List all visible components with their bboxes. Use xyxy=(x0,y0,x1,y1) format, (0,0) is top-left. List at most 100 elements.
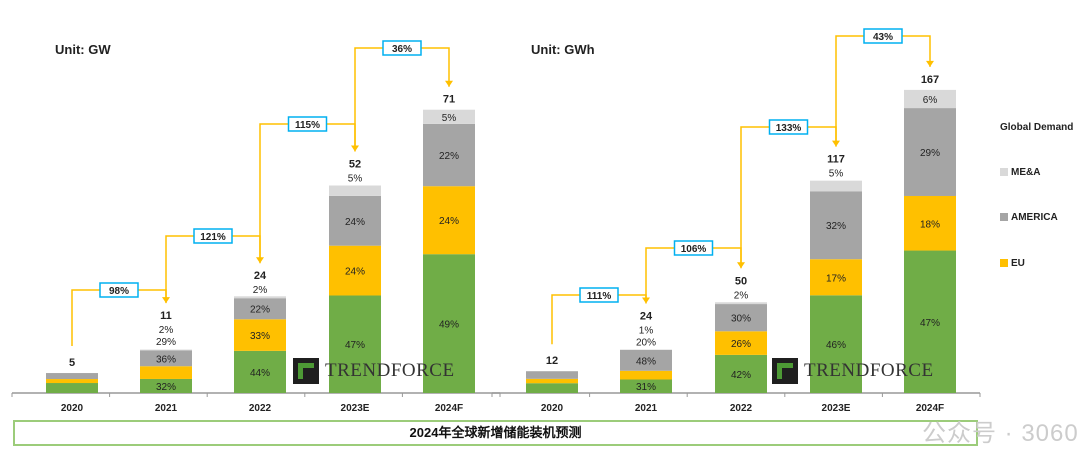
bar-segment xyxy=(140,366,192,379)
total-label: 71 xyxy=(443,94,455,106)
arrow-head-icon xyxy=(162,297,170,304)
segment-label: 22% xyxy=(250,305,270,316)
category-label: 2024F xyxy=(435,403,463,414)
segment-label: 5% xyxy=(348,174,363,185)
bar-segment xyxy=(423,109,475,124)
growth-badge xyxy=(579,287,619,303)
growth-badge xyxy=(673,240,714,256)
segment-label: 47% xyxy=(920,318,940,329)
bar-segment xyxy=(526,378,578,384)
bar-segment xyxy=(904,250,956,393)
bar-segment xyxy=(526,383,578,393)
total-label: 24 xyxy=(640,310,653,322)
bar-segment xyxy=(46,379,98,384)
bar-segment xyxy=(329,185,381,196)
category-label: 2024F xyxy=(916,403,944,414)
total-label: 24 xyxy=(254,270,267,282)
segment-label: 22% xyxy=(439,151,459,162)
growth-badge xyxy=(287,116,328,132)
total-label: 167 xyxy=(921,74,939,86)
growth-badge xyxy=(382,40,422,56)
segment-label: 29% xyxy=(156,337,176,348)
trendforce-logo-right: TRENDFORCE xyxy=(772,358,934,384)
bar-segment xyxy=(715,331,767,355)
logo-text: TRENDFORCE xyxy=(325,360,455,381)
legend-item-america: AMERICA xyxy=(1000,212,1058,223)
bar-segment xyxy=(329,295,381,393)
bar-segment xyxy=(423,254,475,393)
legend-swatch xyxy=(1000,168,1008,176)
bar-segment xyxy=(620,349,672,371)
watermark: 公众号 · 3060 xyxy=(922,420,1079,447)
segment-label: 31% xyxy=(636,382,656,393)
total-label: 117 xyxy=(827,154,845,166)
bar-segment xyxy=(904,108,956,196)
growth-badge xyxy=(863,28,903,44)
growth-label: 115% xyxy=(295,120,320,131)
total-label: 5 xyxy=(69,357,75,369)
segment-label: 24% xyxy=(345,217,365,228)
bar-segment xyxy=(423,123,475,187)
legend-label: EU xyxy=(1011,258,1025,269)
legend-item-mea: ME&A xyxy=(1000,167,1040,178)
category-label: 2022 xyxy=(249,403,272,414)
legend-label: AMERICA xyxy=(1011,212,1058,223)
arrow-head-icon xyxy=(832,140,840,147)
total-label: 50 xyxy=(735,275,747,287)
growth-label: 121% xyxy=(200,232,226,243)
growth-label: 111% xyxy=(587,291,612,302)
growth-arrow xyxy=(165,235,261,300)
bar-segment xyxy=(140,349,192,351)
legend-item-eu: EU xyxy=(1000,258,1025,269)
segment-label: 2% xyxy=(734,290,749,301)
segment-label: 5% xyxy=(442,113,457,124)
total-label: 11 xyxy=(160,310,172,322)
arrow-head-icon xyxy=(351,145,359,152)
bar-segment xyxy=(46,373,98,380)
bar-segment xyxy=(810,180,862,192)
segment-label: 6% xyxy=(923,95,938,106)
bar-segment xyxy=(423,186,475,255)
segment-label: 26% xyxy=(731,339,751,350)
arrow-head-icon xyxy=(256,257,264,264)
legend-swatch xyxy=(1000,259,1008,267)
logo-text: TRENDFORCE xyxy=(804,360,934,381)
growth-label: 133% xyxy=(776,123,802,134)
growth-badge xyxy=(768,119,809,135)
bar-segment xyxy=(715,354,767,393)
segment-label: 29% xyxy=(920,148,940,159)
bar-segment xyxy=(904,195,956,251)
bar-segment xyxy=(715,304,767,332)
trendforce-mark-icon xyxy=(772,358,798,384)
bar-segment xyxy=(620,379,672,393)
bar-segment xyxy=(526,371,578,379)
bar-segment xyxy=(810,295,862,393)
segment-label: 32% xyxy=(826,221,846,232)
growth-label: 36% xyxy=(392,44,412,55)
category-label: 2020 xyxy=(61,403,84,414)
bar-segment xyxy=(234,296,286,299)
bar-segment xyxy=(715,302,767,305)
bar-segment xyxy=(810,191,862,260)
arrow-head-icon xyxy=(642,297,650,304)
growth-arrow xyxy=(71,289,167,347)
growth-badge xyxy=(99,282,139,298)
growth-label: 106% xyxy=(681,244,707,255)
bar-segment xyxy=(904,89,956,109)
segment-label: 36% xyxy=(156,354,176,365)
category-label: 2023E xyxy=(341,403,370,414)
bar-segment xyxy=(329,195,381,246)
segment-label: 2% xyxy=(159,325,174,336)
segment-label: 33% xyxy=(250,331,270,342)
segment-label: 48% xyxy=(636,356,656,367)
category-label: 2021 xyxy=(635,403,658,414)
total-label: 12 xyxy=(546,355,558,367)
growth-label: 98% xyxy=(109,286,129,297)
category-label: 2023E xyxy=(822,403,851,414)
legend-title: Global Demand xyxy=(1000,122,1074,133)
bar-segment xyxy=(234,298,286,320)
bar-segment xyxy=(329,245,381,296)
category-label: 2021 xyxy=(155,403,178,414)
segment-label: 42% xyxy=(731,370,751,381)
